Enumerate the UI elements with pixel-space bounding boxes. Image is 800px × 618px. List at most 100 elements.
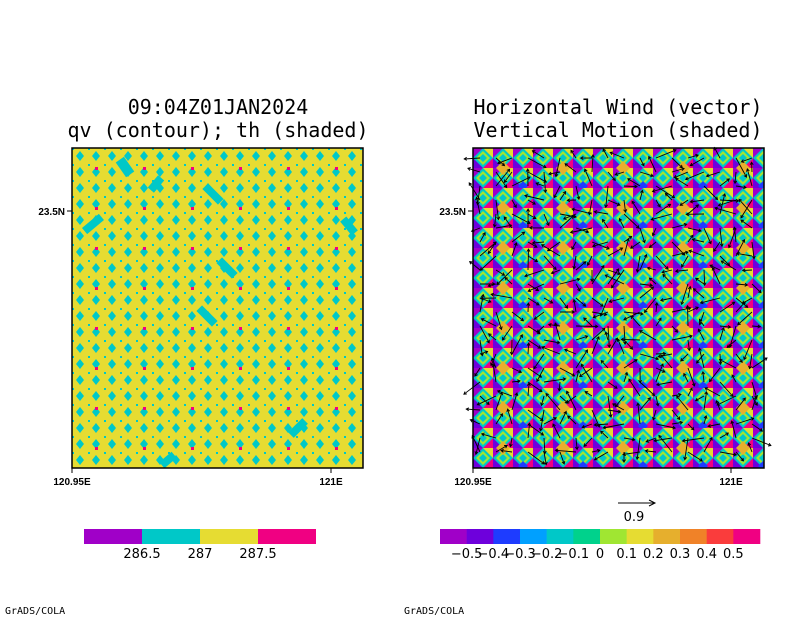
wind-vector xyxy=(503,216,513,229)
right-colorbar-bin xyxy=(680,529,707,544)
right-xtick-label-2: 121E xyxy=(719,477,743,488)
wind-vector xyxy=(524,194,545,201)
wind-vector xyxy=(508,437,513,448)
wind-vector xyxy=(717,199,737,207)
right-colorbar-bin xyxy=(466,529,494,544)
right-xtick-label-1: 120.95E xyxy=(454,477,492,488)
wind-vector xyxy=(479,293,485,313)
wind-vector xyxy=(511,242,518,257)
wind-vector xyxy=(604,185,609,209)
wind-vector xyxy=(545,392,561,411)
wind-vector xyxy=(527,283,540,291)
wind-vector xyxy=(536,325,545,333)
wind-vector xyxy=(592,311,609,319)
wind-vector xyxy=(644,449,657,454)
wind-vector xyxy=(643,297,657,313)
wind-vector xyxy=(604,274,625,285)
wind-vector xyxy=(639,253,648,271)
wind-vector xyxy=(751,437,772,447)
wind-vector xyxy=(687,423,695,431)
wind-vector xyxy=(572,298,577,313)
wind-vector xyxy=(623,437,636,442)
right-colorbar: −0.5−0.4−0.3−0.2−0.1 0 0.1 0.2 0.3 0.4 0.5 xyxy=(440,529,761,562)
wind-vector xyxy=(636,402,641,425)
wind-vector xyxy=(497,157,513,165)
left-plot-blobs xyxy=(82,156,358,469)
wind-vector xyxy=(504,277,513,285)
wind-vector xyxy=(567,415,577,425)
wind-vector xyxy=(696,353,705,364)
wind-vector xyxy=(599,297,609,317)
wind-vector xyxy=(531,240,545,245)
wind-vector xyxy=(550,269,561,275)
wind-vector xyxy=(655,317,662,327)
right-colorbar-label: 0.1 xyxy=(616,547,637,562)
wind-vector xyxy=(687,451,703,462)
right-colorbar-bin xyxy=(706,529,734,544)
wind-vector xyxy=(635,437,641,461)
wind-vector xyxy=(719,432,730,439)
wind-vector xyxy=(479,255,497,271)
wind-vector xyxy=(559,410,567,425)
wind-vector xyxy=(676,395,689,411)
left-colorbar-label: 287 xyxy=(188,547,213,562)
wind-vector xyxy=(623,237,630,257)
wind-vector xyxy=(648,277,657,285)
right-plot-accents xyxy=(473,148,764,468)
wind-vector xyxy=(694,277,705,285)
wind-vector xyxy=(566,198,577,203)
wind-vector xyxy=(569,227,593,234)
right-colorbar-bin xyxy=(493,529,521,544)
wind-vector xyxy=(685,212,705,217)
wind-vector xyxy=(680,283,689,306)
wind-vector xyxy=(571,241,577,251)
wind-vector xyxy=(607,268,620,285)
wind-vector xyxy=(747,442,753,453)
wind-vector xyxy=(664,192,673,201)
wind-vector xyxy=(557,381,562,392)
wind-vector xyxy=(527,409,544,421)
wind-vector xyxy=(533,311,545,320)
wind-vector xyxy=(730,420,737,439)
left-colorbar-bin xyxy=(142,529,200,544)
wind-vector xyxy=(495,269,506,276)
wind-vector xyxy=(575,297,587,307)
wind-vector xyxy=(657,353,673,359)
wind-vector xyxy=(689,199,705,204)
wind-vector xyxy=(535,182,545,187)
wind-vector xyxy=(671,409,681,421)
wind-vector xyxy=(659,297,673,302)
wind-vector xyxy=(536,367,545,383)
wind-vector xyxy=(735,397,746,411)
wind-vector xyxy=(527,422,532,439)
wind-vector xyxy=(591,241,610,250)
wind-vector xyxy=(692,288,705,299)
wind-vector xyxy=(474,437,481,456)
wind-vector xyxy=(639,381,656,397)
wind-vector xyxy=(639,283,654,288)
wind-vector xyxy=(495,445,508,453)
wind-vector xyxy=(468,182,481,201)
wind-vector xyxy=(541,346,561,355)
right-colorbar-bin xyxy=(546,529,574,544)
right-ytick-label: 23.5N xyxy=(439,207,466,218)
wind-vector xyxy=(479,241,497,257)
wind-vector xyxy=(539,409,545,432)
wind-vector xyxy=(552,423,561,439)
wind-vector xyxy=(689,157,705,167)
wind-vector xyxy=(687,204,700,215)
wind-vector xyxy=(480,318,497,327)
right-colorbar-label: −0.4 xyxy=(478,547,510,562)
wind-vector xyxy=(658,434,673,453)
wind-vector xyxy=(671,222,688,229)
wind-vector xyxy=(735,451,745,462)
wind-vector xyxy=(737,311,753,326)
wind-vector xyxy=(479,232,486,243)
wind-vector xyxy=(607,247,624,257)
wind-vector xyxy=(683,437,689,461)
wind-vector xyxy=(679,199,689,206)
wind-vector xyxy=(655,149,677,159)
wind-vector xyxy=(683,372,689,383)
wind-vector xyxy=(703,185,719,201)
wind-vector xyxy=(741,268,753,273)
